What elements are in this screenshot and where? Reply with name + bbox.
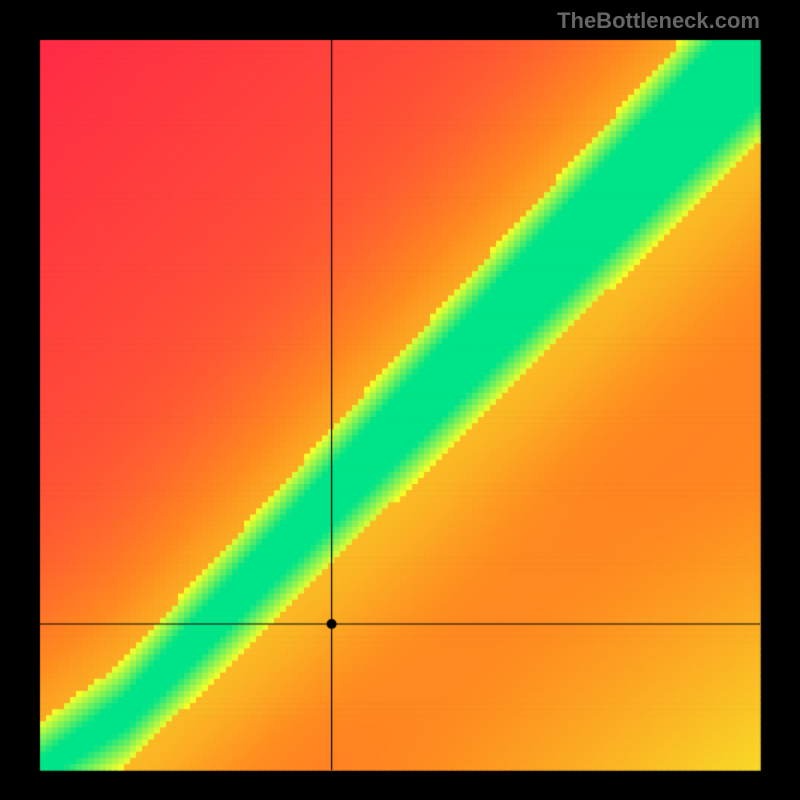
watermark-text: TheBottleneck.com [557,8,760,34]
chart-frame: TheBottleneck.com [0,0,800,800]
bottleneck-heatmap [0,0,800,800]
